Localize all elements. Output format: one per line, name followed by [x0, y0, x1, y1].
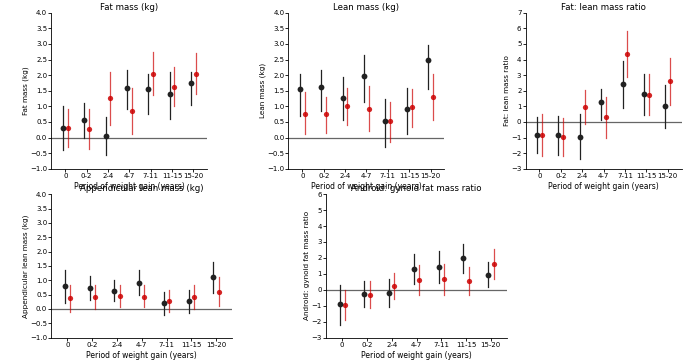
Y-axis label: Appendicular lean mass (kg): Appendicular lean mass (kg): [22, 214, 29, 318]
Title: Appendicular lean mass (kg): Appendicular lean mass (kg): [80, 184, 203, 193]
Title: Android: gynoid fat mass ratio: Android: gynoid fat mass ratio: [351, 184, 482, 193]
X-axis label: Period of weight gain (years): Period of weight gain (years): [361, 351, 472, 359]
Y-axis label: Fat: lean mass ratio: Fat: lean mass ratio: [503, 55, 510, 126]
X-axis label: Period of weight gain (years): Period of weight gain (years): [548, 182, 659, 191]
X-axis label: Period of weight gain (years): Period of weight gain (years): [74, 182, 185, 191]
Y-axis label: Fat mass (kg): Fat mass (kg): [22, 66, 29, 115]
Title: Lean mass (kg): Lean mass (kg): [334, 3, 399, 12]
X-axis label: Period of weight gain (years): Period of weight gain (years): [86, 351, 197, 359]
Title: Fat mass (kg): Fat mass (kg): [100, 3, 158, 12]
Y-axis label: Lean mass (kg): Lean mass (kg): [260, 63, 266, 118]
X-axis label: Period of weight gain (years): Period of weight gain (years): [311, 182, 422, 191]
Title: Fat: lean mass ratio: Fat: lean mass ratio: [561, 3, 646, 12]
Y-axis label: Android: gynoid fat mass ratio: Android: gynoid fat mass ratio: [304, 211, 310, 321]
